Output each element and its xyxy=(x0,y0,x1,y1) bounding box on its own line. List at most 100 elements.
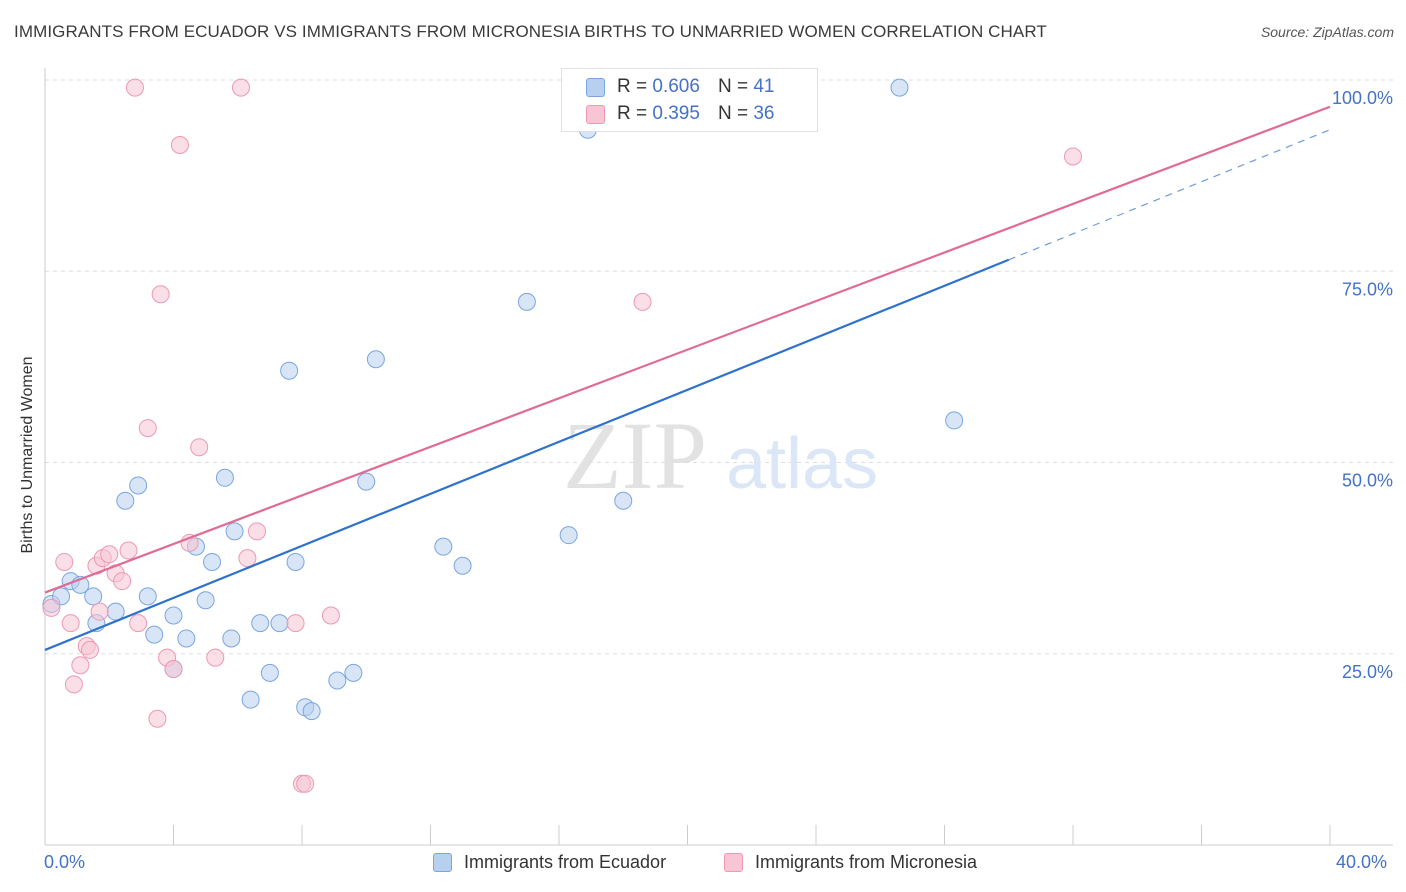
legend-n-value-micronesia: 36 xyxy=(753,103,775,124)
point-ecuador xyxy=(890,78,909,97)
point-ecuador xyxy=(106,602,125,621)
point-micronesia xyxy=(119,541,138,560)
point-micronesia xyxy=(231,78,250,97)
legend-n-label: N = xyxy=(717,76,749,97)
point-micronesia xyxy=(42,598,61,617)
point-micronesia xyxy=(71,656,90,675)
point-ecuador xyxy=(559,526,578,545)
chart-title: IMMIGRANTS FROM ECUADOR VS IMMIGRANTS FR… xyxy=(14,22,1047,41)
y-tick-label-100: 100.0% xyxy=(1332,88,1393,108)
point-micronesia xyxy=(238,549,257,568)
point-ecuador xyxy=(177,629,196,648)
point-ecuador xyxy=(366,350,385,369)
legend-row-ecuador: R = 0.606 N = 41 xyxy=(586,74,774,100)
legend-n-value-ecuador: 41 xyxy=(753,76,775,97)
x-tick-label-max: 40.0% xyxy=(1336,852,1388,872)
point-ecuador xyxy=(517,292,536,311)
point-micronesia xyxy=(206,648,225,667)
legend-label-ecuador: Immigrants from Ecuador xyxy=(464,852,667,872)
point-ecuador xyxy=(215,468,234,487)
point-ecuador xyxy=(116,491,135,510)
point-micronesia xyxy=(151,285,170,304)
point-ecuador xyxy=(302,702,321,721)
grid-lines xyxy=(45,79,1393,655)
legend-swatch-micronesia xyxy=(724,853,743,872)
point-ecuador xyxy=(138,587,157,606)
point-micronesia xyxy=(80,640,99,659)
point-micronesia xyxy=(148,709,167,728)
point-micronesia xyxy=(113,572,132,591)
point-micronesia xyxy=(61,614,80,633)
legend-r-label: R = xyxy=(617,103,648,124)
legend-r-label: R = xyxy=(617,76,648,97)
y-tick-labels: 25.0% 50.0% 75.0% 100.0% xyxy=(1332,88,1393,682)
point-ecuador xyxy=(129,476,148,495)
point-ecuador xyxy=(225,522,244,541)
point-micronesia xyxy=(100,545,119,564)
point-micronesia xyxy=(296,774,315,793)
point-ecuador xyxy=(241,690,260,709)
point-ecuador xyxy=(145,625,164,644)
point-ecuador xyxy=(222,629,241,648)
y-axis-label: Births to Unmarried Women xyxy=(19,356,36,554)
point-ecuador xyxy=(196,591,215,610)
point-ecuador xyxy=(280,361,299,380)
y-tick-label-25: 25.0% xyxy=(1342,662,1393,682)
point-micronesia xyxy=(321,606,340,625)
point-micronesia xyxy=(164,660,183,679)
series-ecuador-points xyxy=(42,78,964,721)
point-ecuador xyxy=(614,491,633,510)
point-ecuador xyxy=(434,537,453,556)
x-tick-label-min: 0.0% xyxy=(44,852,86,872)
series-legend: Immigrants from Ecuador Immigrants from … xyxy=(0,852,1406,878)
legend-swatch-micronesia xyxy=(586,104,605,124)
point-micronesia xyxy=(170,136,189,155)
point-micronesia xyxy=(190,438,209,457)
point-micronesia xyxy=(248,522,267,541)
trend-lines xyxy=(44,105,1331,651)
legend-swatch-ecuador xyxy=(433,853,452,872)
point-micronesia xyxy=(55,552,74,571)
point-micronesia xyxy=(125,78,144,97)
point-ecuador xyxy=(357,472,376,491)
stats-legend: R = 0.606 N = 41 R = 0.395 N = 36 xyxy=(561,68,818,132)
legend-label-micronesia: Immigrants from Micronesia xyxy=(755,852,978,872)
point-ecuador xyxy=(270,614,289,633)
point-micronesia xyxy=(286,614,305,633)
point-ecuador xyxy=(453,556,472,575)
point-micronesia xyxy=(90,602,109,621)
point-ecuador xyxy=(203,552,222,571)
watermark: ZIP atlas xyxy=(563,402,878,509)
legend-swatch-ecuador xyxy=(586,77,605,97)
axes xyxy=(44,68,1393,846)
y-tick-label-50: 50.0% xyxy=(1342,471,1393,491)
point-ecuador xyxy=(84,587,103,606)
watermark-atlas: atlas xyxy=(726,424,878,504)
legend-row-micronesia: R = 0.395 N = 36 xyxy=(586,101,774,127)
series-micronesia-points xyxy=(42,78,1082,793)
legend-r-value-micronesia: 0.395 xyxy=(652,103,700,124)
point-micronesia xyxy=(633,292,652,311)
point-ecuador xyxy=(344,663,363,682)
point-ecuador xyxy=(286,552,305,571)
trend-line-ecuador-extension xyxy=(1008,129,1331,261)
legend-n-label: N = xyxy=(717,103,749,124)
point-micronesia xyxy=(129,614,148,633)
y-tick-label-75: 75.0% xyxy=(1342,279,1393,299)
point-ecuador xyxy=(164,606,183,625)
trend-line-micronesia xyxy=(44,105,1331,594)
legend-item-ecuador[interactable]: Immigrants from Ecuador xyxy=(433,852,666,873)
legend-item-micronesia[interactable]: Immigrants from Micronesia xyxy=(724,852,977,873)
trend-line-ecuador xyxy=(44,258,1010,651)
legend-r-value-ecuador: 0.606 xyxy=(652,76,700,97)
point-ecuador xyxy=(945,411,964,430)
source-label: Source: ZipAtlas.com xyxy=(1260,24,1394,40)
point-micronesia xyxy=(64,675,83,694)
point-micronesia xyxy=(138,419,157,438)
point-ecuador xyxy=(52,587,71,606)
point-ecuador xyxy=(251,614,270,633)
point-micronesia xyxy=(1064,147,1082,166)
point-ecuador xyxy=(328,671,347,690)
point-ecuador xyxy=(260,663,279,682)
